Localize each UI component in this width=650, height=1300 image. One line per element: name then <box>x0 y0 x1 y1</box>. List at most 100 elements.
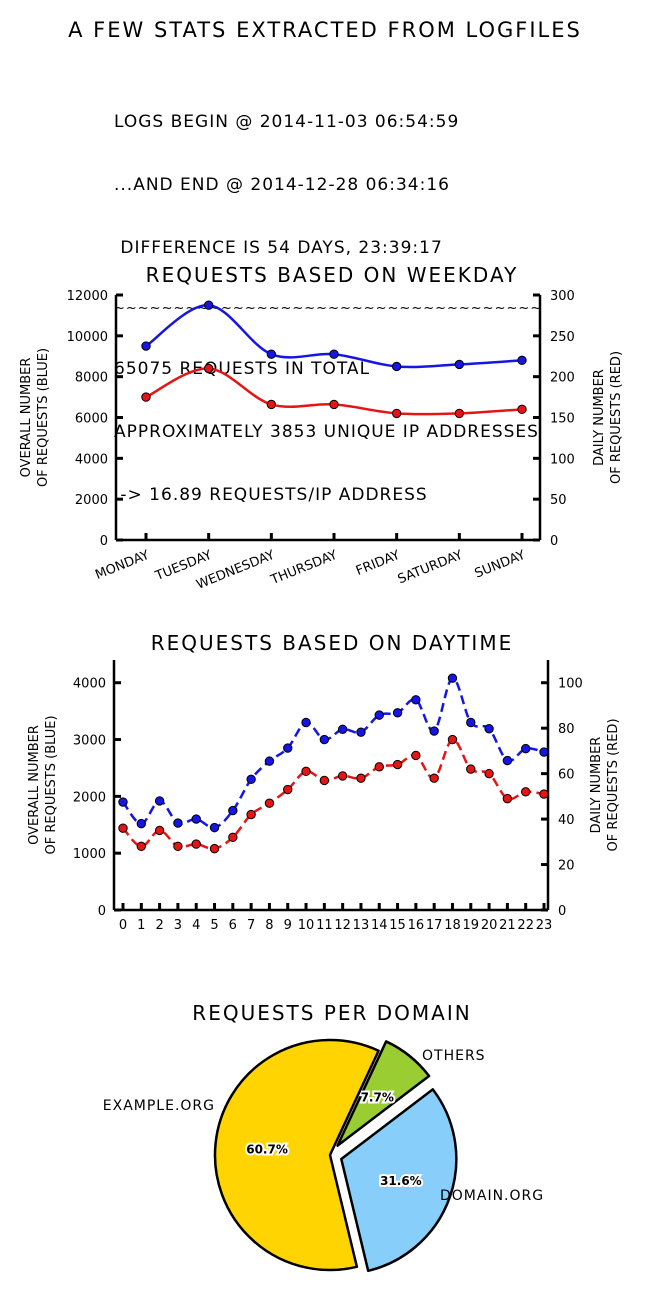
pie-slice-others <box>336 1040 431 1147</box>
chart1-xtick-label: 10 <box>298 918 315 933</box>
pie-slice-example-org <box>213 1038 380 1272</box>
chart1-series-daily-point <box>246 809 256 820</box>
chart2-title: REQUESTS PER DOMAIN <box>192 1001 471 1025</box>
chart1-series-overall-point <box>502 755 513 766</box>
stats-logs-begin: LOGS BEGIN @ 2014-11-03 06:54:59 <box>114 112 460 132</box>
chart1-series-overall-point <box>466 717 476 728</box>
chart1-series-overall-point <box>136 818 147 829</box>
chart1-xtick-label: 15 <box>389 918 406 933</box>
chart1-series-daily-point <box>154 825 165 836</box>
chart1-series-daily-point <box>173 841 183 852</box>
chart0-y2tick-label: 0 <box>550 534 558 549</box>
chart1-series-daily-point <box>411 750 421 761</box>
page-title: A FEW STATS EXTRACTED FROM LOGFILES <box>68 18 582 42</box>
chart0-series-overall-point <box>391 361 402 372</box>
chart1-series-overall-point <box>173 818 183 828</box>
pie-percent-label: 7.7% <box>361 1090 394 1104</box>
chart0-series-daily-point <box>141 392 151 402</box>
chart1-xtick-label: 16 <box>408 918 425 933</box>
chart1-series-overall-point <box>118 797 128 807</box>
stats-block: LOGS BEGIN @ 2014-11-03 06:54:59 ...AND … <box>114 70 542 527</box>
chart1-xtick-label: 23 <box>536 918 553 933</box>
chart1-y2tick-label: 40 <box>558 813 575 828</box>
chart1-xtick-label: 1 <box>137 918 145 933</box>
chart1-series-daily-point <box>356 773 366 783</box>
chart0-xtick-label: MONDAY <box>93 548 151 583</box>
chart0-series-overall-point <box>517 355 527 366</box>
chart0-ytick-label: 0 <box>100 534 108 549</box>
chart1-series-daily-point <box>136 841 147 852</box>
chart1-series-overall-point <box>264 756 275 766</box>
chart1-y2tick-label: 80 <box>558 722 575 737</box>
pie-legend-label: OTHERS <box>422 1048 486 1064</box>
chart0-y2tick-label: 150 <box>550 412 575 427</box>
chart0-y2label: DAILY NUMBER <box>592 369 607 466</box>
chart1-xtick-label: 13 <box>353 918 370 933</box>
chart1-series-daily-point <box>502 793 513 804</box>
chart1-y2tick-label: 20 <box>558 859 575 874</box>
chart0-y2tick-label: 100 <box>550 452 575 467</box>
chart1-series-daily-point <box>520 787 531 797</box>
chart1-xtick-label: 19 <box>463 918 480 933</box>
stats-requests-per-ip: -> 16.89 REQUESTS/IP ADDRESS <box>114 485 428 505</box>
chart1-xtick-label: 14 <box>371 918 388 933</box>
stats-separator: ~~~~~~~~~~~~~~~~~~~~~~~~~~~~~~~~~~~~ <box>114 301 543 316</box>
chart0-series-overall-point <box>203 300 214 310</box>
chart1-title: REQUESTS BASED ON DAYTIME <box>151 631 513 655</box>
chart0-y2tick-label: 300 <box>550 289 575 304</box>
chart0-series-daily-point <box>391 408 402 419</box>
chart0-ylabel: OVERALL NUMBER <box>19 358 34 478</box>
chart0-series-daily-point <box>454 408 465 419</box>
chart1-ylabel: OF REQUESTS (BLUE) <box>44 715 59 854</box>
chart1-series-daily-line <box>122 738 545 851</box>
chart1-series-daily-point <box>118 823 128 833</box>
chart1-series-daily-point <box>447 734 458 745</box>
chart0-series-daily-point <box>517 404 527 415</box>
chart1-series-overall-point <box>209 822 220 833</box>
chart1-series-overall-point <box>246 774 256 785</box>
chart1-xtick-label: 22 <box>517 918 534 933</box>
chart0-ytick-label: 6000 <box>75 412 108 427</box>
chart1-series-overall-point <box>411 695 421 705</box>
chart0-ylabel: OF REQUESTS (BLUE) <box>36 348 51 487</box>
chart1-series-overall-point <box>228 805 238 816</box>
chart1-y2tick-label: 60 <box>558 768 575 783</box>
chart-daytime: REQUESTS BASED ON DAYTIME010002000300040… <box>27 631 621 933</box>
chart1-xtick-label: 0 <box>119 918 127 933</box>
chart1-xtick-label: 12 <box>334 918 351 933</box>
chart0-title: REQUESTS BASED ON WEEKDAY <box>146 263 519 287</box>
chart1-xtick-label: 4 <box>192 918 200 933</box>
chart1-xtick-label: 5 <box>210 918 218 933</box>
chart1-series-daily-point <box>209 843 220 854</box>
chart1-series-daily-point <box>337 771 348 781</box>
chart1-ytick-label: 0 <box>98 904 106 919</box>
chart1-series-overall-point <box>191 814 201 824</box>
chart0-series-overall-point <box>454 359 465 370</box>
chart0-series-overall-point <box>329 349 339 359</box>
chart0-series-daily-point <box>266 399 277 410</box>
chart1-series-overall-point <box>429 726 439 736</box>
chart1-y2label: OF REQUESTS (RED) <box>606 718 621 851</box>
chart1-xtick-label: 9 <box>284 918 292 933</box>
chart0-series-daily-point <box>203 363 214 374</box>
chart1-series-overall-point <box>337 724 348 735</box>
chart-domain: REQUESTS PER DOMAIN 7.7% OTHERS 31.6% DOMAIN… <box>103 1001 543 1273</box>
chart1-ytick-label: 2000 <box>73 790 106 805</box>
chart1-ytick-label: 3000 <box>73 734 106 749</box>
chart1-xtick-label: 3 <box>174 918 182 933</box>
stats-difference: DIFFERENCE IS 54 DAYS, 23:39:17 <box>114 238 443 258</box>
pie-legend-label: EXAMPLE.ORG <box>103 1098 215 1114</box>
chart1-xtick-label: 8 <box>265 918 273 933</box>
chart1-series-overall-point <box>301 717 311 728</box>
chart1-series-overall-point <box>447 673 458 683</box>
chart0-xtick-label: SATURDAY <box>396 548 465 588</box>
chart1-xtick-label: 18 <box>444 918 461 933</box>
chart1-series-daily-point <box>301 766 311 777</box>
chart1-series-overall-point <box>520 743 531 754</box>
chart1-series-daily-point <box>429 773 439 783</box>
chart1-series-daily-point <box>374 762 384 772</box>
chart0-y2tick-label: 250 <box>550 330 575 345</box>
chart0-ytick-label: 12000 <box>67 289 108 304</box>
pie-slice-domain-org <box>340 1088 458 1273</box>
chart0-y2tick-label: 50 <box>550 493 567 508</box>
